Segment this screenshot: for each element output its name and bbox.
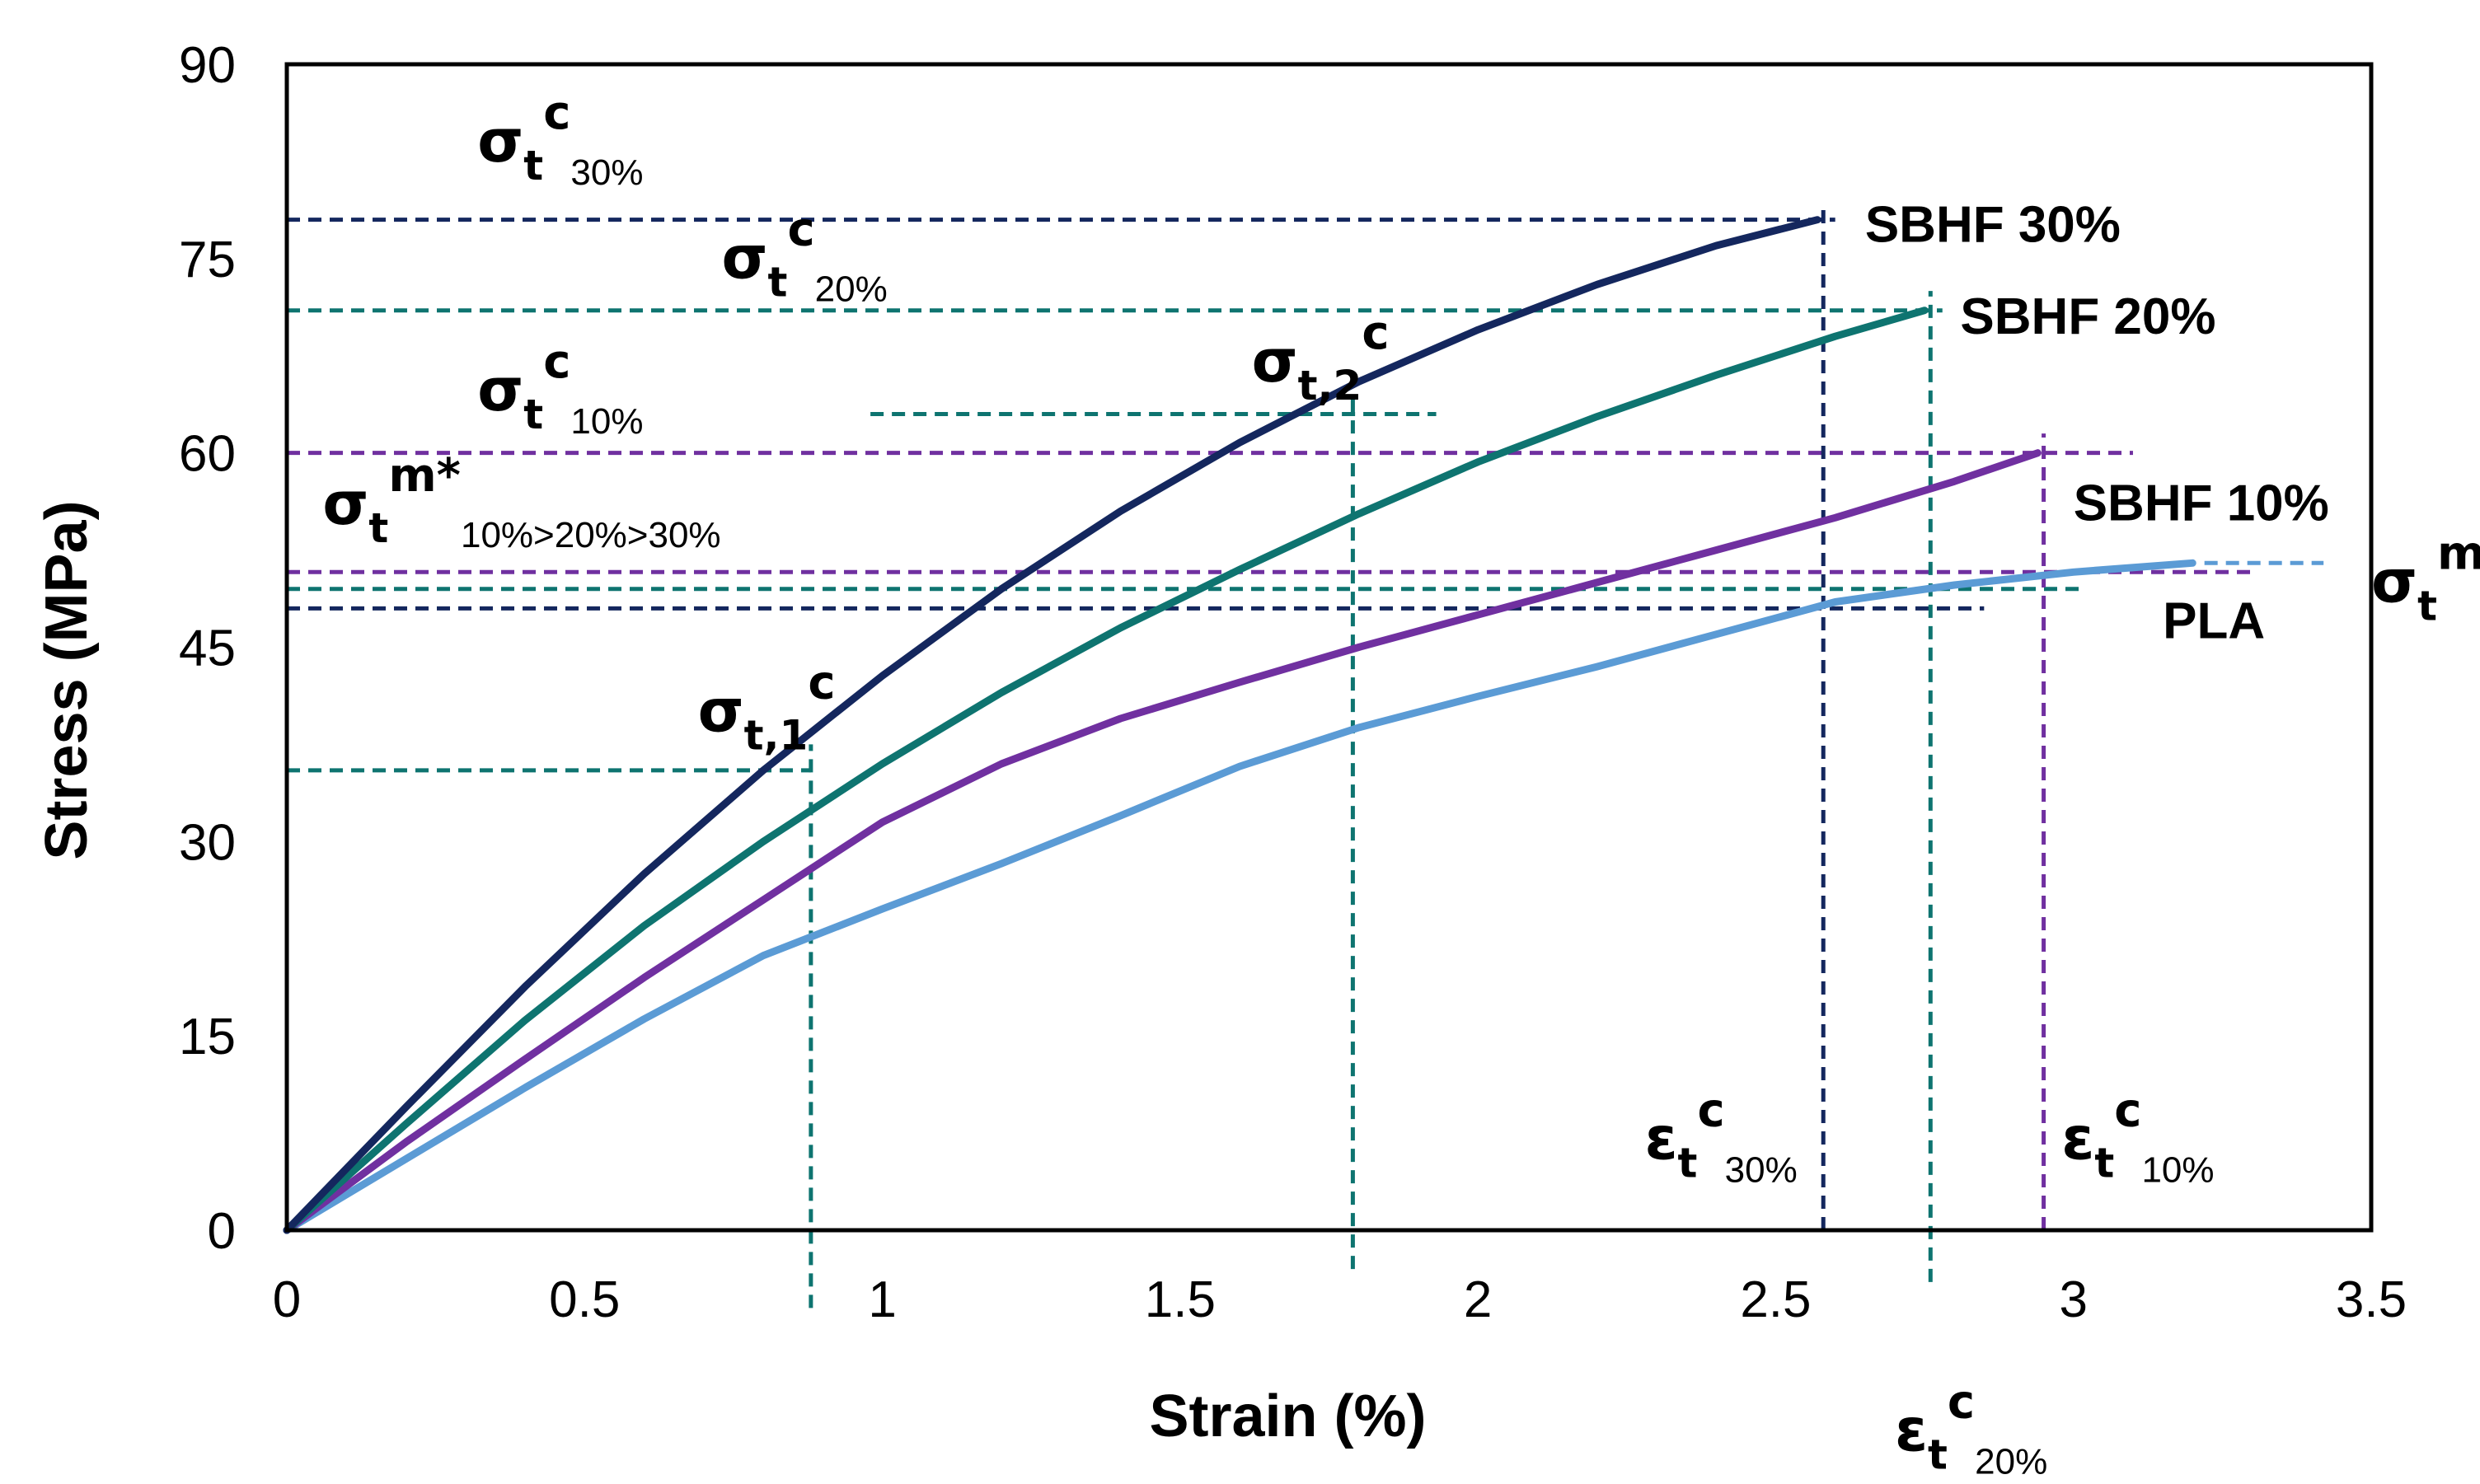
x-tick-label: 2.5	[1740, 1271, 1811, 1328]
annotation-sigma-t-c-10: σtc10%	[477, 335, 643, 442]
y-tick-label: 75	[179, 232, 236, 288]
y-tick-label: 60	[179, 426, 236, 483]
y-tick-label: 45	[179, 620, 236, 677]
symbol-annotations: σtc30% σtc20% σtc10%σtm*10%>20%>30% σt,2c σt…	[322, 87, 2480, 1482]
y-tick-label: 15	[179, 1009, 236, 1065]
y-tick-label: 30	[179, 814, 236, 871]
series-label-pla: PLA	[2163, 592, 2265, 649]
x-tick-label: 0.5	[549, 1271, 620, 1328]
annotation-eps-t-c-10: εtc10%	[2061, 1084, 2214, 1191]
series-labels: SBHF 30% SBHF 20% SBHF 10% PLA	[1865, 196, 2329, 649]
annotation-sigma-t-m-star: σtm*10%>20%>30%	[322, 449, 720, 555]
y-tick-label: 0	[208, 1203, 236, 1260]
x-tick-label: 1.5	[1145, 1271, 1216, 1328]
annotation-sigma-t1-c: σt,1c	[698, 657, 836, 760]
annotation-sigma-t2-c: σt,2c	[1252, 307, 1390, 410]
series-label-sbhf-20-: SBHF 20%	[1960, 288, 2215, 345]
x-tick-label: 2	[1464, 1271, 1492, 1328]
annotation-eps-t-c-20: εtc20%	[1895, 1375, 2047, 1482]
axis-ticks: 0 0.5 1 1.5 2 2.5 3 3.5 0 15 30 45 60 75 90	[179, 37, 2407, 1328]
plot-frame	[284, 62, 2374, 1233]
x-tick-label: 3.5	[2336, 1271, 2407, 1328]
series-line-sbhf-20-	[283, 307, 1929, 1234]
series-line-pla	[283, 559, 2196, 1234]
series-line-sbhf-10-	[283, 449, 2042, 1234]
y-tick-label: 90	[179, 37, 236, 94]
annotation-sigma-t-m: σtm	[2371, 527, 2480, 630]
annotation-sigma-t-c-20: σtc20%	[721, 203, 887, 309]
series-label-sbhf-30-: SBHF 30%	[1865, 196, 2121, 253]
x-tick-label: 1	[868, 1271, 896, 1328]
x-axis-title: Strain (%)	[1149, 1383, 1426, 1449]
reference-lines	[287, 206, 2324, 1308]
annotation-eps-t-c-30: εtc30%	[1644, 1084, 1797, 1191]
x-tick-label: 0	[273, 1271, 301, 1328]
series-lines	[283, 216, 2196, 1234]
x-tick-label: 3	[2059, 1271, 2087, 1328]
annotation-sigma-t-c-30: σtc30%	[477, 87, 643, 193]
series-label-sbhf-10-: SBHF 10%	[2074, 475, 2329, 531]
series-line-sbhf-30-	[283, 216, 1821, 1234]
y-axis-title: Stress (MPa)	[34, 500, 100, 859]
